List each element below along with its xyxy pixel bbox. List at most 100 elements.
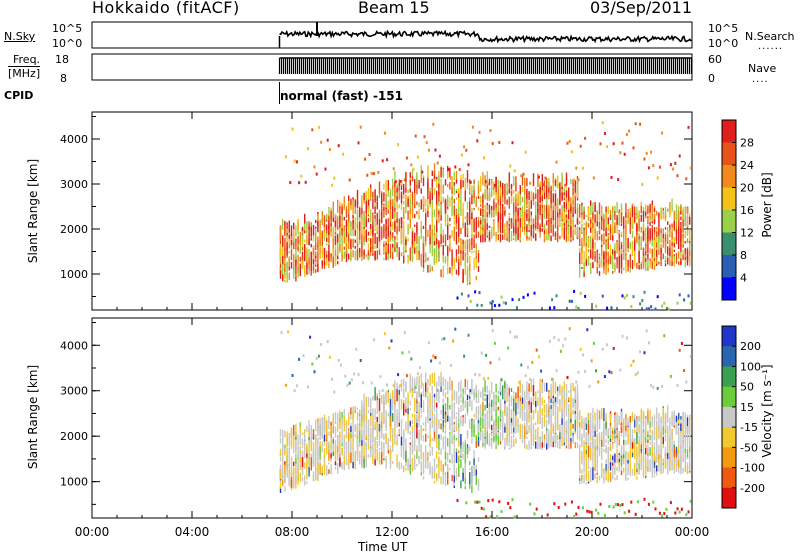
echo-cell	[493, 304, 496, 308]
echo-cell	[524, 150, 527, 154]
echo-cell	[623, 296, 626, 300]
echo-cell	[513, 515, 516, 519]
echo-cell	[579, 291, 582, 295]
echo-cell	[482, 156, 485, 160]
echo-cell	[463, 145, 466, 149]
echo-cell	[619, 151, 622, 155]
echo-cell	[370, 171, 373, 175]
echo-cell	[520, 363, 523, 367]
echo-cell	[291, 127, 294, 131]
echo-cell	[311, 128, 314, 132]
echo-cell	[592, 176, 595, 180]
echo-cell	[456, 296, 459, 300]
echo-cell	[612, 142, 615, 146]
echo-cell	[469, 180, 472, 184]
echo-cell	[485, 515, 488, 519]
echo-cell	[639, 122, 642, 126]
echo-cell	[465, 501, 468, 505]
echo-cell	[625, 133, 628, 137]
echo-cell	[471, 125, 474, 129]
echo-cell	[504, 301, 507, 305]
echo-cell	[454, 327, 457, 331]
echo-cell	[427, 341, 430, 345]
echo-cell	[564, 183, 567, 187]
echo-cell	[487, 499, 490, 503]
echo-cell	[669, 163, 672, 167]
echo-cell	[333, 176, 336, 180]
echo-cell	[601, 294, 604, 298]
echo-cell	[474, 500, 477, 504]
echo-cell	[489, 361, 492, 365]
echo-cell	[544, 176, 547, 180]
echo-cell	[460, 292, 463, 296]
echo-cell	[474, 372, 477, 376]
echo-cell	[500, 295, 503, 299]
echo-cell	[650, 150, 653, 154]
echo-cell	[469, 299, 472, 303]
echo-cell	[515, 306, 518, 310]
echo-cell	[555, 160, 558, 164]
echo-cell	[643, 290, 646, 294]
echo-cell	[476, 139, 479, 143]
echo-cell	[469, 389, 472, 393]
echo-cell	[304, 180, 307, 184]
echo-cell	[643, 157, 646, 161]
echo-cell	[317, 125, 320, 129]
echo-cell	[654, 307, 657, 311]
echo-cell	[617, 178, 620, 182]
echo-cell	[491, 498, 494, 502]
echo-cell	[306, 385, 309, 389]
echo-cell	[663, 301, 666, 305]
echo-cell	[295, 160, 298, 164]
echo-cell	[348, 178, 351, 182]
echo-cell	[661, 304, 664, 308]
echo-cell	[689, 166, 692, 170]
echo-cell	[361, 381, 364, 385]
echo-cell	[291, 373, 294, 377]
echo-cell	[438, 361, 441, 365]
echo-cell	[300, 174, 303, 178]
echo-cell	[621, 141, 624, 145]
echo-cell	[667, 307, 670, 311]
echo-cell	[480, 506, 483, 510]
echo-cell	[537, 175, 540, 179]
echo-cell	[331, 377, 334, 381]
echo-cell	[284, 383, 287, 387]
echo-cell	[485, 353, 488, 357]
echo-cell	[674, 161, 677, 165]
ytick-label: 4000	[60, 339, 88, 352]
echo-cell	[313, 165, 316, 169]
echo-cell	[645, 307, 648, 311]
echo-cell	[522, 295, 525, 299]
echo-cell	[315, 356, 318, 360]
echo-cell	[606, 306, 609, 310]
echo-cell	[656, 176, 659, 180]
echo-cell	[328, 148, 331, 152]
echo-cell	[458, 168, 461, 172]
echo-cell	[364, 157, 367, 161]
echo-cell	[568, 139, 571, 143]
echo-cell	[518, 380, 521, 384]
echo-cell	[465, 148, 468, 152]
echo-cell	[489, 301, 492, 305]
echo-cell	[482, 507, 485, 511]
echo-cell	[383, 131, 386, 135]
echo-cell	[685, 177, 688, 181]
echo-cell	[672, 167, 675, 171]
echo-cell	[509, 506, 512, 510]
echo-cell	[485, 180, 488, 184]
echo-cell	[601, 121, 604, 125]
echo-cell	[493, 341, 496, 345]
echo-cell	[416, 372, 419, 376]
echo-cell	[357, 141, 360, 145]
ytick-label: 1000	[60, 268, 88, 281]
echo-cell	[573, 178, 576, 182]
echo-cell	[331, 183, 334, 187]
echo-cell	[295, 384, 298, 388]
echo-cell	[584, 136, 587, 140]
echo-cell	[687, 294, 690, 298]
ytick-label: 4000	[60, 133, 88, 146]
echo-cell	[632, 295, 635, 299]
ytick-label: 2000	[60, 223, 88, 236]
echo-cell	[381, 389, 384, 393]
